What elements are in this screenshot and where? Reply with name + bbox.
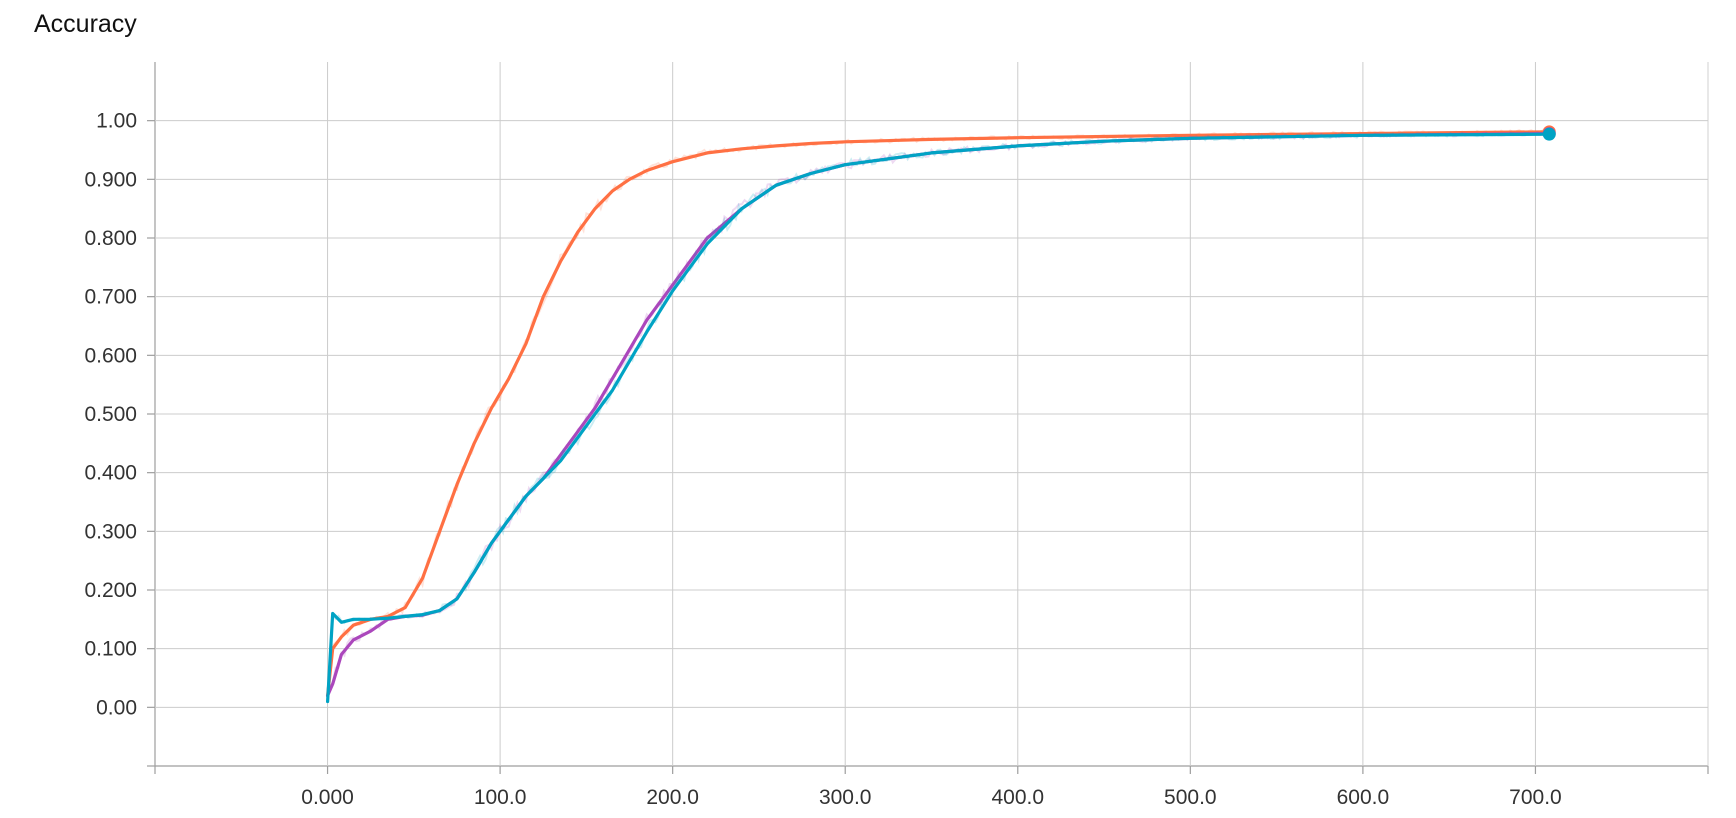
- x-tick-label: 100.0: [474, 786, 527, 809]
- series-raw-trace: [326, 130, 1550, 692]
- y-tick-label: 0.300: [84, 520, 137, 543]
- y-tick-label: 0.200: [84, 579, 137, 602]
- x-tick-label: 200.0: [646, 786, 699, 809]
- series-end-marker: [1542, 127, 1556, 141]
- y-tick-label: 0.00: [96, 696, 137, 719]
- y-tick-label: 0.800: [84, 227, 137, 250]
- chart-title: Accuracy: [34, 10, 137, 38]
- y-tick-label: 0.500: [84, 403, 137, 426]
- x-tick-label: 600.0: [1337, 786, 1390, 809]
- y-tick-label: 1.00: [96, 110, 137, 133]
- y-tick-label: 0.100: [84, 638, 137, 661]
- y-tick-label: 0.400: [84, 462, 137, 485]
- series-line: [326, 132, 1551, 704]
- x-tick-label: 0.000: [301, 786, 354, 809]
- series-line: [326, 130, 1551, 698]
- series-raw-trace: [326, 131, 1550, 702]
- y-tick-label: 0.600: [84, 344, 137, 367]
- series-line: [326, 132, 1551, 698]
- y-tick-label: 0.900: [84, 168, 137, 191]
- y-tick-label: 0.700: [84, 286, 137, 309]
- series-raw-trace: [326, 128, 1550, 696]
- x-tick-label: 300.0: [819, 786, 872, 809]
- x-tick-label: 400.0: [991, 786, 1044, 809]
- x-tick-label: 500.0: [1164, 786, 1217, 809]
- x-tick-label: 700.0: [1509, 786, 1562, 809]
